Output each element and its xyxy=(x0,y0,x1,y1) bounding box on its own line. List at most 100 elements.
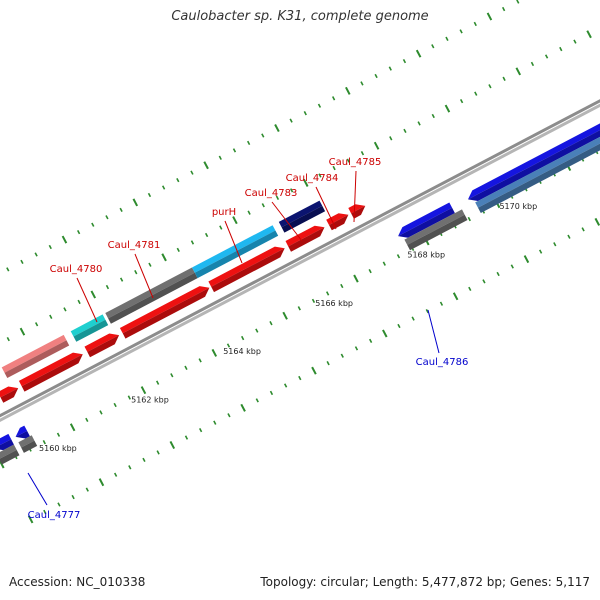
tick-mark xyxy=(226,343,231,348)
tick-mark xyxy=(474,91,478,96)
feature-face xyxy=(15,425,28,437)
gene-label-caul_4784: Caul_4784 xyxy=(286,173,339,184)
backbone-line xyxy=(0,99,600,418)
feature-face xyxy=(285,225,325,247)
tick-mark xyxy=(190,170,194,175)
tick-mark xyxy=(326,361,330,366)
gene-feature xyxy=(475,136,600,213)
feature-shade xyxy=(15,430,30,439)
tick-mark xyxy=(332,165,336,171)
feature-face xyxy=(0,444,17,459)
tick-mark xyxy=(176,177,180,183)
tick-mark xyxy=(468,286,472,291)
tick-mark xyxy=(382,329,388,338)
feature-face xyxy=(119,286,210,334)
tick-mark xyxy=(204,232,209,238)
tick-mark xyxy=(282,311,288,320)
scale-label: 5160 kbp xyxy=(39,444,77,453)
tick-mark xyxy=(219,225,223,230)
gene-features xyxy=(0,123,600,465)
tick-mark xyxy=(283,383,288,388)
tick-mark xyxy=(459,98,464,104)
feature-shade xyxy=(0,449,20,465)
tick-mark xyxy=(132,198,139,207)
tick-mark xyxy=(388,66,392,71)
tick-mark xyxy=(431,113,435,119)
tick-mark xyxy=(482,279,486,284)
tick-mark xyxy=(317,103,322,108)
tick-mark xyxy=(544,54,549,59)
tick-mark xyxy=(190,240,195,245)
tick-mark xyxy=(34,322,39,327)
tick-mark xyxy=(198,427,203,433)
gene-label-purh: purH xyxy=(212,207,236,218)
tick-mark xyxy=(161,185,166,190)
feature-face xyxy=(84,333,120,352)
tick-mark xyxy=(6,336,10,342)
scale-labels: 5160 kbp 5162 kbp 5164 kbp 5166 kbp 5168 kbp… xyxy=(39,202,537,453)
gene-feature xyxy=(105,267,198,324)
tick-mark xyxy=(573,39,577,44)
tick-mark xyxy=(227,413,231,418)
gene-feature xyxy=(348,204,366,219)
tick-mark xyxy=(353,274,359,283)
feature-shade xyxy=(108,272,198,324)
tick-mark xyxy=(415,49,422,58)
tick-mark xyxy=(331,96,336,101)
scale-label: 5166 kbp xyxy=(315,299,353,308)
feature-shade xyxy=(0,388,19,403)
feature-shade xyxy=(329,214,349,231)
tick-mark xyxy=(261,133,265,138)
tick-mark xyxy=(269,321,273,326)
tick-mark xyxy=(49,314,53,319)
feature-shade xyxy=(407,214,468,251)
tick-mark xyxy=(113,402,117,408)
tick-mark xyxy=(403,128,407,134)
tick-mark xyxy=(289,188,294,193)
feature-shade xyxy=(4,340,70,378)
gene-feature xyxy=(119,286,210,339)
tick-mark xyxy=(241,335,245,341)
tick-mark xyxy=(34,252,38,257)
tick-mark xyxy=(346,158,350,163)
tick-mark xyxy=(318,173,322,178)
feature-face xyxy=(468,123,600,200)
feature-face xyxy=(278,200,323,228)
tick-mark xyxy=(467,216,471,222)
tick-mark xyxy=(170,373,174,378)
tick-mark xyxy=(345,86,351,95)
feature-shade xyxy=(21,354,83,392)
tick-mark xyxy=(232,148,237,153)
tick-mark xyxy=(69,423,76,432)
tick-mark xyxy=(105,284,110,290)
tick-mark xyxy=(261,203,265,208)
tick-mark xyxy=(6,267,10,272)
tick-mark xyxy=(156,450,160,455)
tick-mark xyxy=(502,76,506,81)
gene-feature xyxy=(192,225,279,279)
gene-feature xyxy=(404,209,468,251)
tick-mark xyxy=(198,358,202,363)
tick-mark xyxy=(340,283,344,289)
gene-feature xyxy=(15,425,30,439)
tick-mark xyxy=(134,270,138,275)
feature-face xyxy=(0,433,12,446)
tick-mark xyxy=(105,215,109,220)
tick-mark xyxy=(396,254,401,259)
tick-marks xyxy=(0,0,600,524)
feature-shade xyxy=(122,287,210,339)
tick-mark xyxy=(538,249,543,254)
gene-labels: Caul_4777 Caul_4780 Caul_4781 purH Caul_4783… xyxy=(28,157,469,521)
scale-label: 5162 kbp xyxy=(131,396,169,405)
feature-shade xyxy=(87,335,120,358)
tick-mark xyxy=(77,299,81,305)
tick-mark xyxy=(56,432,61,437)
gene-feature xyxy=(208,246,285,293)
tick-mark xyxy=(444,104,451,113)
tick-mark xyxy=(246,140,251,146)
genome-summary-text: Topology: circular; Length: 5,477,872 bp… xyxy=(260,575,590,589)
tick-mark xyxy=(119,277,124,282)
tick-mark xyxy=(360,151,365,156)
tick-mark xyxy=(71,494,75,500)
tick-mark xyxy=(232,216,238,225)
